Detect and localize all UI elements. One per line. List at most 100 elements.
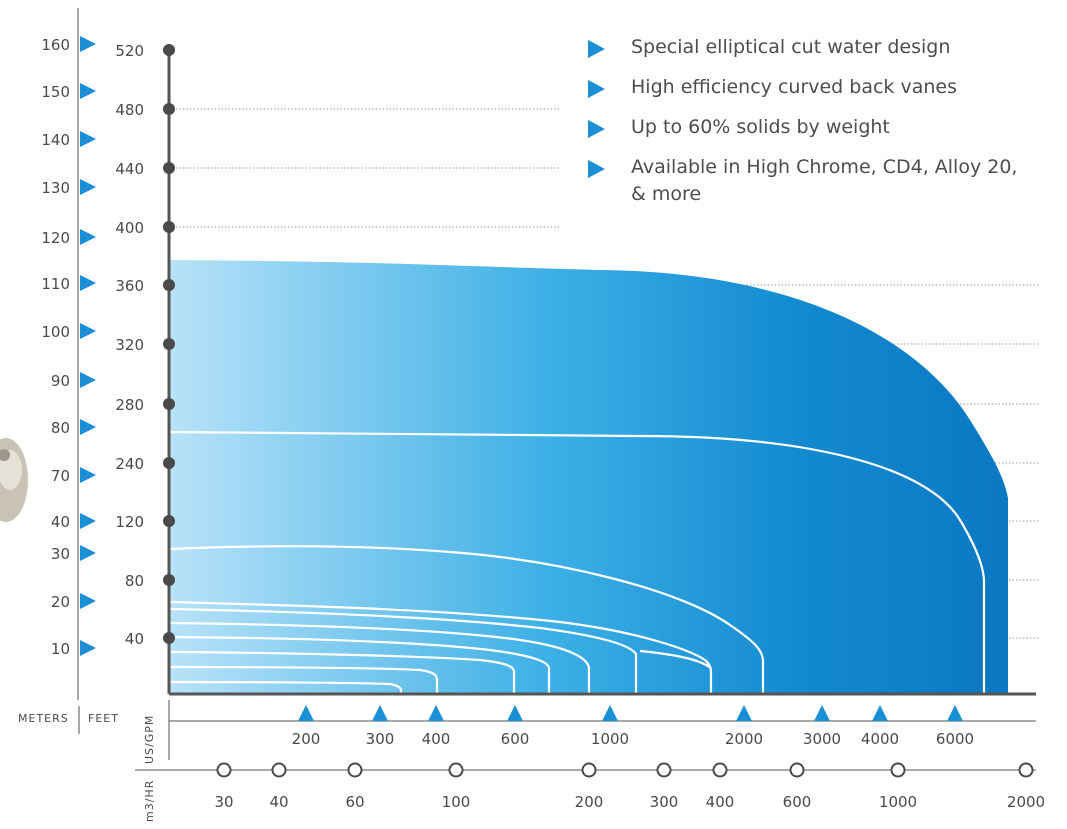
meters-tick-label: 140 — [41, 131, 70, 149]
curve-9 — [169, 680, 403, 694]
feature-text: Special elliptical cut water design — [631, 36, 951, 58]
meters-tick-marker-icon — [80, 467, 96, 483]
m3hr-tick-label: 30 — [214, 793, 233, 811]
feet-tick-dot — [163, 574, 175, 586]
curve-5 — [169, 621, 591, 694]
gpm-tick-marker-icon — [814, 705, 830, 721]
gpm-tick-marker-icon — [736, 705, 752, 721]
m3hr-tick-circle — [448, 762, 464, 778]
meters-tick-marker-icon — [80, 83, 96, 99]
meters-tick-marker-icon — [80, 419, 96, 435]
meters-axis: 160 150 140 130 120 110 100 90 80 70 40 30 20 10 — [41, 36, 96, 658]
feet-tick-label: 480 — [115, 101, 144, 119]
feet-axis: 520 480 440 400 360 320 280 240 120 80 40 — [115, 42, 175, 648]
feet-tick-dot — [163, 44, 175, 56]
feet-tick-dot — [163, 515, 175, 527]
feet-tick-label: 280 — [115, 396, 144, 414]
meters-tick-label: 10 — [51, 640, 70, 658]
bullet-triangle-icon — [588, 160, 605, 178]
meters-tick-label: 70 — [51, 467, 70, 485]
feature-item: Available in High Chrome, CD4, Alloy 20,… — [588, 154, 1031, 208]
impeller-curves — [169, 430, 986, 694]
feet-tick-dot — [163, 279, 175, 291]
m3hr-axis-label: m3/HR — [143, 780, 156, 822]
meters-tick-marker-icon — [80, 372, 96, 388]
meters-tick-marker-icon — [80, 513, 96, 529]
m3hr-tick-label: 2000 — [1007, 793, 1045, 811]
meters-tick-marker-icon — [80, 593, 96, 609]
m3hr-tick-circle — [216, 762, 232, 778]
meters-tick-label: 90 — [51, 372, 70, 390]
gpm-tick-label: 300 — [366, 730, 395, 748]
meters-tick-marker-icon — [80, 640, 96, 656]
gpm-tick-label: 6000 — [936, 730, 974, 748]
m3hr-tick-label: 40 — [269, 793, 288, 811]
meters-tick-marker-icon — [80, 275, 96, 291]
feet-tick-label: 360 — [115, 277, 144, 295]
meters-tick-marker-icon — [80, 229, 96, 245]
feet-tick-dot — [163, 398, 175, 410]
pump-image — [0, 438, 28, 522]
gpm-tick-marker-icon — [298, 705, 314, 721]
m3hr-tick-circle — [1018, 762, 1034, 778]
m3hr-axis: 30 40 60 100 200 300 400 600 1000 2000 — [214, 762, 1045, 811]
meters-tick-label: 80 — [51, 419, 70, 437]
gpm-tick-label: 3000 — [803, 730, 841, 748]
gpm-axis: 200 300 400 600 1000 2000 3000 4000 6000 — [292, 705, 974, 748]
gpm-tick-marker-icon — [372, 705, 388, 721]
gpm-tick-marker-icon — [602, 705, 618, 721]
m3hr-tick-label: 600 — [783, 793, 812, 811]
feet-tick-label: 400 — [115, 219, 144, 237]
curve-1 — [169, 430, 986, 694]
feature-list: Special elliptical cut water design High… — [588, 34, 1058, 208]
feet-tick-label: 320 — [115, 336, 144, 354]
meters-tick-label: 130 — [41, 179, 70, 197]
curve-6 — [169, 635, 551, 694]
meters-tick-label: 110 — [41, 275, 70, 293]
feature-item: High efficiency curved back vanes — [588, 74, 1058, 101]
feet-tick-dot — [163, 103, 175, 115]
bullet-triangle-icon — [588, 120, 605, 138]
meters-tick-marker-icon — [80, 179, 96, 195]
performance-envelope-area — [170, 260, 1008, 694]
m3hr-tick-label: 400 — [706, 793, 735, 811]
meters-tick-marker-icon — [80, 36, 96, 52]
gpm-tick-label: 2000 — [725, 730, 763, 748]
feet-tick-label: 40 — [125, 630, 144, 648]
gpm-tick-label: 400 — [422, 730, 451, 748]
feature-item: Up to 60% solids by weight — [588, 114, 1058, 141]
gpm-tick-label: 200 — [292, 730, 321, 748]
m3hr-tick-circle — [712, 762, 728, 778]
m3hr-tick-circle — [271, 762, 287, 778]
gpm-tick-label: 600 — [501, 730, 530, 748]
m3hr-tick-label: 60 — [345, 793, 364, 811]
feet-axis-label: FEET — [88, 712, 119, 725]
curve-7 — [169, 650, 516, 694]
m3hr-tick-label: 300 — [650, 793, 679, 811]
meters-tick-label: 120 — [41, 229, 70, 247]
gpm-tick-marker-icon — [428, 705, 444, 721]
feature-item: Special elliptical cut water design — [588, 34, 1058, 61]
feet-tick-dot — [163, 162, 175, 174]
meters-tick-label: 160 — [41, 36, 70, 54]
gpm-tick-label: 1000 — [591, 730, 629, 748]
bullet-triangle-icon — [588, 40, 605, 58]
gpm-tick-label: 4000 — [861, 730, 899, 748]
feature-text: Up to 60% solids by weight — [631, 116, 890, 138]
feet-tick-dot — [163, 457, 175, 469]
feature-text: High efficiency curved back vanes — [631, 76, 957, 98]
m3hr-tick-circle — [890, 762, 906, 778]
meters-axis-label: METERS — [18, 712, 69, 725]
curve-3b — [639, 649, 712, 669]
meters-tick-label: 40 — [51, 513, 70, 531]
gpm-tick-marker-icon — [947, 705, 963, 721]
feet-tick-dot — [163, 221, 175, 233]
feet-tick-label: 520 — [115, 42, 144, 60]
m3hr-tick-circle — [656, 762, 672, 778]
curve-4 — [169, 607, 638, 694]
m3hr-tick-label: 200 — [575, 793, 604, 811]
feet-tick-dot — [163, 632, 175, 644]
gpm-axis-label: US/GPM — [143, 715, 156, 764]
meters-tick-label: 100 — [41, 323, 70, 341]
